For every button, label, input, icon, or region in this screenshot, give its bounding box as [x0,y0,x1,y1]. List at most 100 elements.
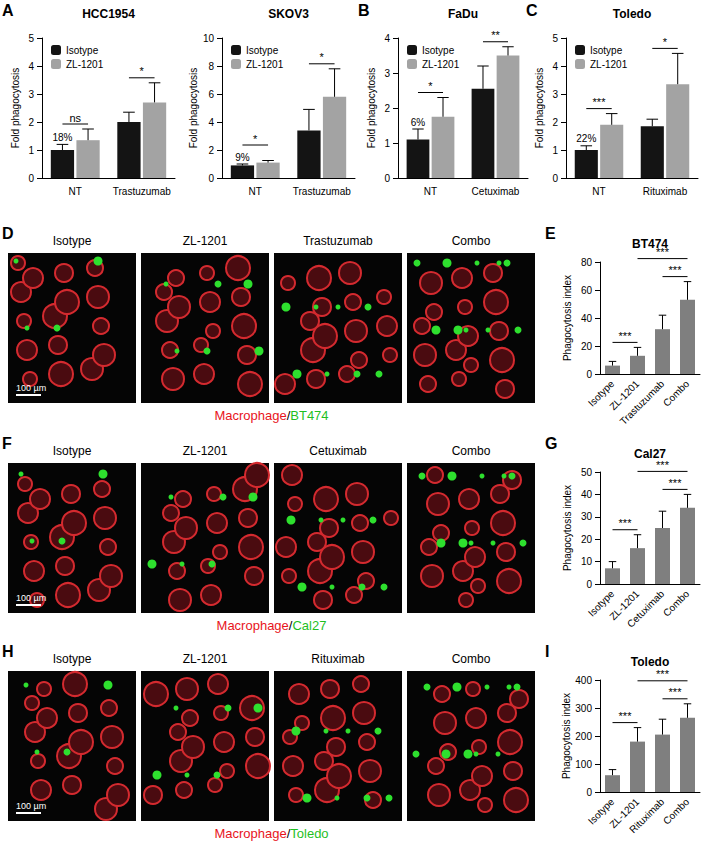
svg-text:Cal27: Cal27 [634,447,666,461]
svg-text:*: * [320,51,325,63]
svg-text:Toledo: Toledo [290,826,328,841]
svg-text:Trastuzumab: Trastuzumab [303,234,373,248]
svg-text:9%: 9% [235,152,250,163]
svg-text:0: 0 [586,579,592,590]
svg-text:Isotype: Isotype [53,652,92,666]
svg-text:C: C [526,2,538,19]
svg-text:I: I [545,643,549,660]
svg-text:0: 0 [208,173,214,184]
svg-text:*: * [140,65,145,77]
svg-text:3: 3 [384,68,390,79]
svg-text:40: 40 [581,489,593,500]
svg-text:Phagocytosis index: Phagocytosis index [562,485,573,571]
svg-text:100 µm: 100 µm [16,593,46,603]
svg-text:NT: NT [249,186,262,197]
svg-text:***: *** [669,686,683,698]
svg-text:Phagocytosis index: Phagocytosis index [561,693,572,779]
svg-text:10: 10 [203,33,215,44]
svg-text:Combo: Combo [452,652,491,666]
svg-text:Cal27: Cal27 [292,618,326,633]
svg-text:***: *** [593,96,607,108]
svg-text:60: 60 [581,285,593,296]
svg-text:Combo: Combo [661,796,692,827]
svg-text:Macrophage: Macrophage [217,618,289,633]
svg-text:NT: NT [69,186,82,197]
svg-text:0: 0 [384,173,390,184]
svg-text:5: 5 [552,33,558,44]
svg-text:Isotype: Isotype [66,45,99,56]
svg-text:NT: NT [592,186,605,197]
svg-text:3: 3 [552,89,558,100]
svg-text:100: 100 [575,759,592,770]
svg-text:G: G [545,435,557,452]
svg-text:Fold phagocytosis: Fold phagocytosis [534,68,545,149]
svg-text:22%: 22% [576,133,596,144]
svg-text:4: 4 [28,61,34,72]
svg-text:Combo: Combo [452,444,491,458]
svg-text:Fold phagocytosis: Fold phagocytosis [366,68,377,149]
svg-text:Macrophage: Macrophage [214,826,286,841]
svg-text:Fold phagocytosis: Fold phagocytosis [188,68,199,149]
svg-text:***: *** [619,330,633,342]
svg-text:20: 20 [581,534,593,545]
svg-text:ZL-1201: ZL-1201 [66,59,104,70]
svg-text:***: *** [669,477,683,489]
svg-text:Rituximab: Rituximab [627,796,666,835]
svg-text:FaDu: FaDu [448,7,478,21]
svg-text:Isotype: Isotype [422,45,455,56]
svg-text:0: 0 [586,787,592,798]
svg-text:Isotype: Isotype [53,234,92,248]
svg-text:E: E [545,225,556,242]
svg-text:ZL-1201: ZL-1201 [590,59,628,70]
svg-text:***: *** [619,517,633,529]
svg-text:Trastuzumab: Trastuzumab [113,186,171,197]
svg-text:*: * [428,80,433,92]
svg-text:18%: 18% [52,132,72,143]
svg-text:HCC1954: HCC1954 [82,7,135,21]
svg-text:0: 0 [586,369,592,380]
svg-text:Cetuximab: Cetuximab [472,186,520,197]
svg-text:***: *** [669,264,683,276]
svg-text:ns: ns [69,112,81,124]
svg-text:Isotype: Isotype [246,45,279,56]
svg-text:2: 2 [28,117,34,128]
svg-text:Trastuzumab: Trastuzumab [293,186,351,197]
svg-text:ZL-1201: ZL-1201 [183,652,228,666]
svg-text:10: 10 [581,556,593,567]
svg-text:***: *** [619,710,633,722]
svg-text:2: 2 [384,103,390,114]
svg-text:A: A [2,2,14,19]
svg-text:3: 3 [28,89,34,100]
svg-text:1: 1 [552,145,558,156]
svg-text:Toledo: Toledo [613,7,651,21]
svg-text:D: D [2,225,14,242]
svg-text:1: 1 [384,138,390,149]
svg-text:6: 6 [208,89,214,100]
svg-text:Isotype: Isotype [590,45,623,56]
svg-text:ZL-1201: ZL-1201 [183,234,228,248]
svg-text:8: 8 [208,61,214,72]
svg-text:Cetuximab: Cetuximab [309,444,367,458]
svg-text:*: * [253,133,258,145]
svg-text:Combo: Combo [452,234,491,248]
svg-text:Combo: Combo [661,378,692,409]
svg-text:100 µm: 100 µm [16,801,46,811]
svg-text:BT474: BT474 [290,408,328,423]
svg-text:0: 0 [552,173,558,184]
svg-text:NT: NT [424,186,437,197]
svg-text:20: 20 [581,341,593,352]
svg-text:H: H [2,643,14,660]
svg-text:B: B [358,2,370,19]
svg-text:SKOV3: SKOV3 [268,7,309,21]
svg-text:30: 30 [581,511,593,522]
svg-text:Phagocytosis index: Phagocytosis index [562,275,573,361]
svg-text:F: F [2,435,12,452]
svg-text:Fold phagocytosis: Fold phagocytosis [10,68,21,149]
svg-text:300: 300 [575,703,592,714]
svg-text:Macrophage: Macrophage [214,408,286,423]
svg-text:2: 2 [552,117,558,128]
svg-text:Combo: Combo [661,588,692,619]
svg-text:4: 4 [208,117,214,128]
svg-text:**: ** [491,29,500,41]
svg-text:4: 4 [552,61,558,72]
